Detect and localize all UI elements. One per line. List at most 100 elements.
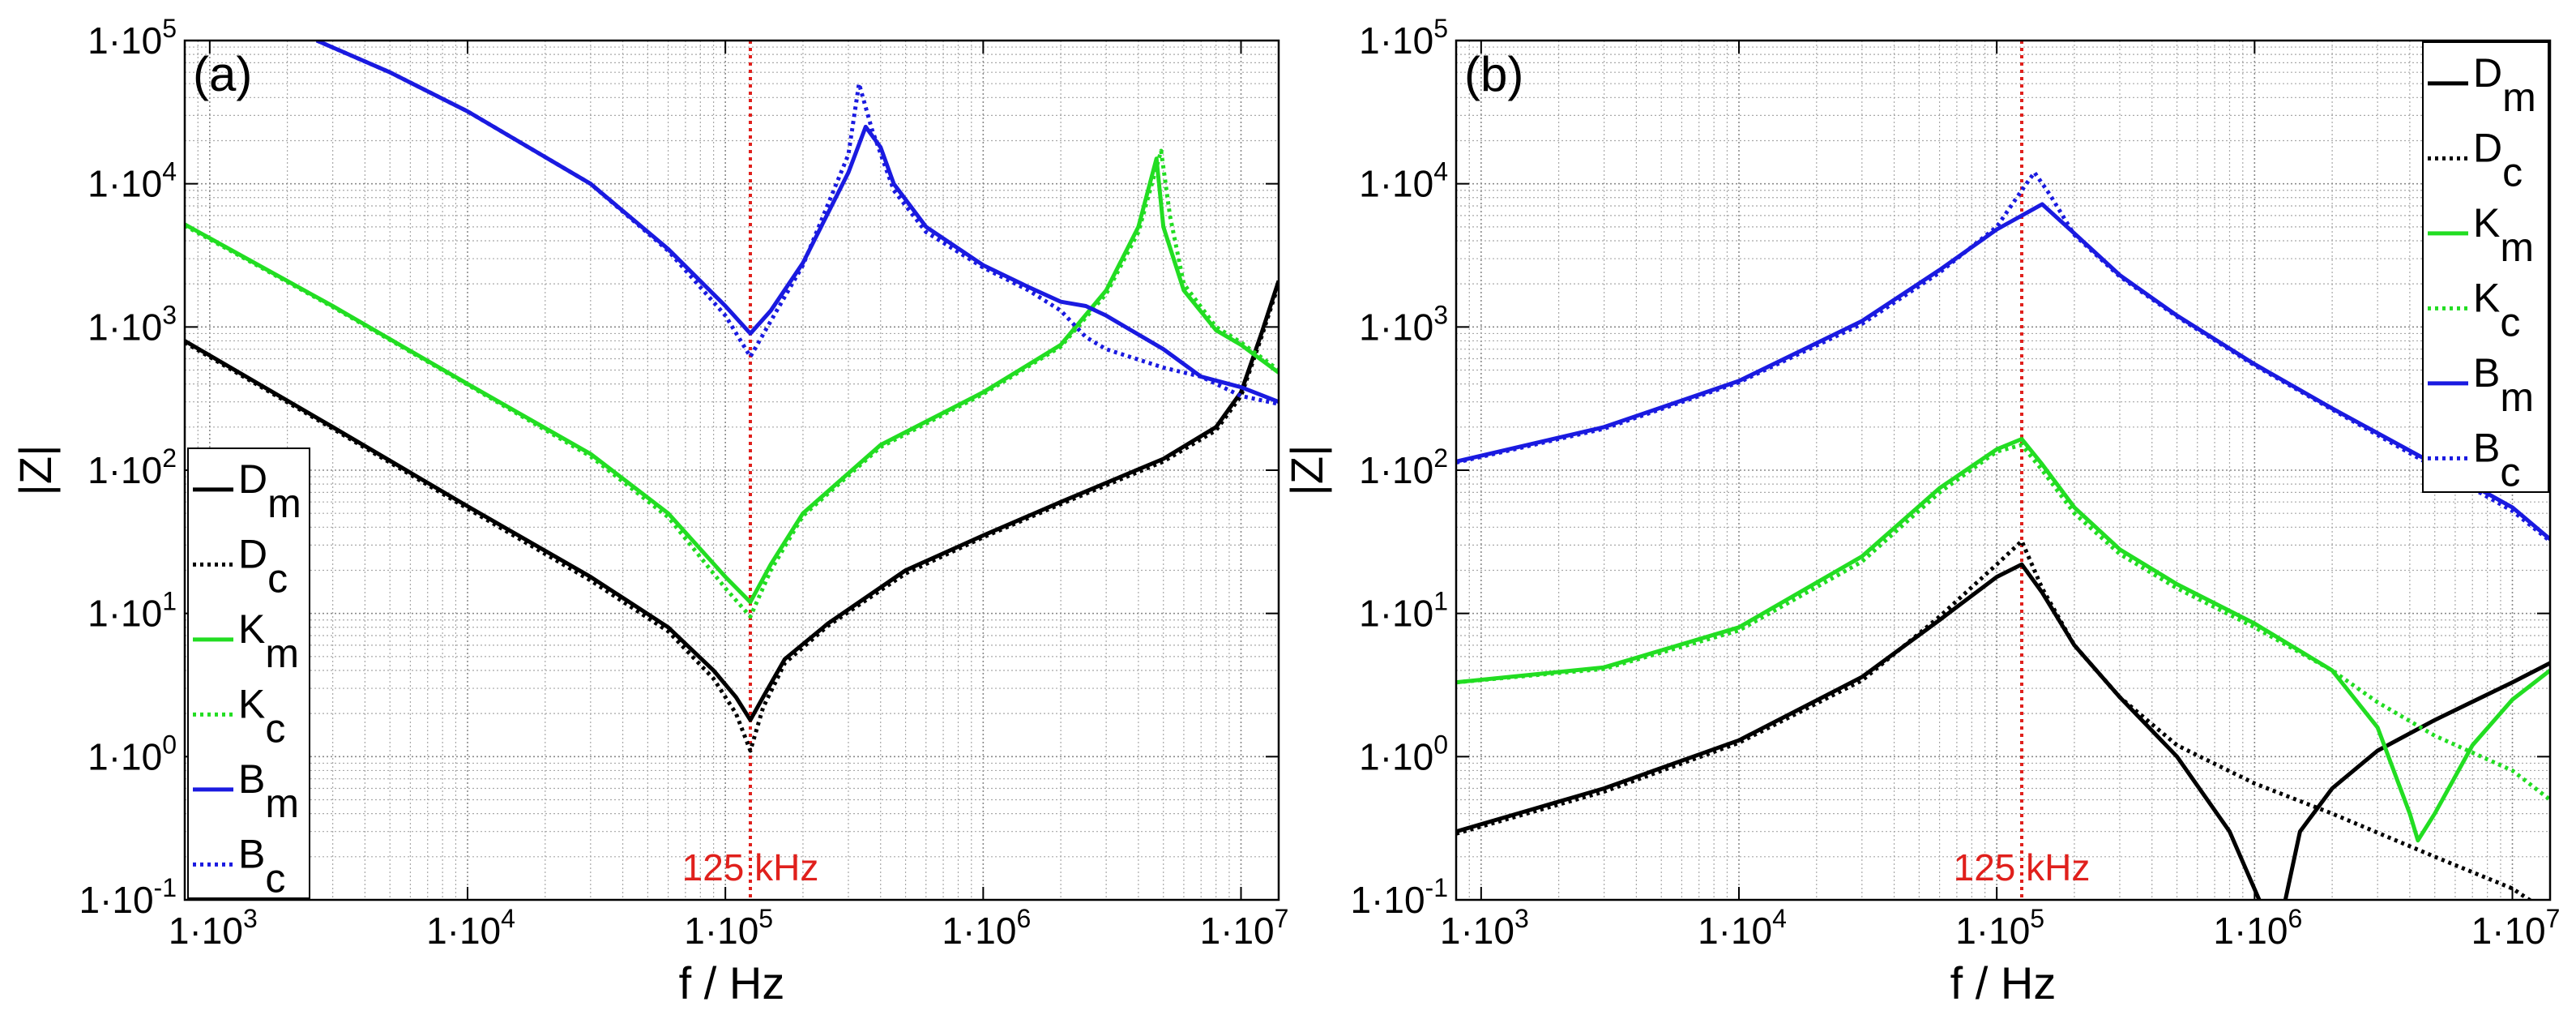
x-tick-label: 1·106	[942, 904, 1031, 952]
x-axis-label: f / Hz	[679, 957, 785, 1008]
legend-subscript: m	[2500, 375, 2534, 420]
y-tick-mantissa: 1·10	[88, 306, 162, 348]
series-km-line	[1456, 437, 2550, 843]
x-tick-label: 1·107	[1200, 904, 1289, 952]
series-dc-line	[1456, 538, 2533, 900]
y-tick-exponent: -1	[154, 873, 177, 902]
chart-panel-a: 1·103 1·104 1·105 1·106 1·1071·10-11·1001·10…	[10, 14, 1288, 1008]
legend-label-km: Km	[2473, 200, 2534, 270]
x-tick-exponent: 6	[1016, 904, 1031, 933]
y-tick-exponent: 3	[1433, 300, 1448, 329]
panel-label: (a)	[193, 47, 252, 101]
x-tick-exponent: 5	[2030, 904, 2044, 933]
y-tick-mantissa: 1·10	[1359, 19, 1433, 62]
x-tick-mantissa: 1·10	[2213, 910, 2288, 952]
y-tick-mantissa: 1·10	[79, 879, 153, 921]
y-tick-label: 1·10-1	[79, 873, 177, 921]
y-tick-exponent: 5	[1433, 14, 1448, 43]
legend-subscript: c	[2502, 149, 2523, 195]
y-tick-exponent: 3	[162, 300, 177, 329]
x-tick-label: 1·104	[1698, 904, 1787, 952]
y-tick-mantissa: 1·10	[1359, 306, 1433, 348]
y-tick-label: 1·104	[1359, 157, 1448, 205]
y-tick-label: 1·104	[88, 157, 177, 205]
legend-name: D	[2473, 50, 2502, 96]
series-bc-line	[1456, 170, 2550, 543]
legend-label-bc: Bc	[238, 831, 285, 901]
y-tick-exponent: 1	[162, 587, 177, 616]
x-tick-exponent: 7	[1275, 904, 1289, 933]
y-tick-mantissa: 1·10	[88, 593, 162, 635]
legend-label-bm: Bm	[238, 756, 299, 826]
series-bm-line	[1456, 202, 2550, 542]
legend-subscript: m	[267, 481, 301, 526]
y-tick-label: 1·105	[88, 14, 177, 62]
x-tick-mantissa: 1·10	[169, 910, 243, 952]
y-tick-exponent: 0	[162, 730, 177, 759]
x-tick-label: 1·104	[426, 904, 515, 952]
legend-subscript: c	[2500, 299, 2520, 345]
grid	[1456, 41, 2550, 900]
series-bm-line	[315, 41, 1279, 405]
x-tick-exponent: 4	[1772, 904, 1787, 933]
legend-subscript: m	[265, 781, 299, 826]
y-tick-mantissa: 1·10	[1359, 735, 1433, 777]
legend-label-bc: Bc	[2473, 425, 2520, 495]
x-tick-label: 1·105	[1955, 904, 2044, 952]
x-tick-mantissa: 1·10	[1955, 910, 2030, 952]
y-tick-exponent: 2	[162, 443, 177, 473]
y-tick-exponent: -1	[1425, 873, 1448, 902]
x-tick-exponent: 6	[2288, 904, 2302, 933]
legend-subscript: c	[2500, 449, 2520, 495]
y-tick-label: 1·105	[1359, 14, 1448, 62]
legend-name: K	[2473, 275, 2500, 320]
legend-label-dc: Dc	[2473, 125, 2523, 195]
y-tick-label: 1·101	[1359, 587, 1448, 635]
x-tick-label: 1·106	[2213, 904, 2302, 952]
legend-subscript: m	[2500, 225, 2534, 270]
series-dc-line	[185, 283, 1279, 753]
x-tick-mantissa: 1·10	[426, 910, 501, 952]
x-tick-label: 1·103	[169, 904, 258, 952]
legend-label-dc: Dc	[238, 531, 288, 601]
y-tick-label: 1·103	[88, 300, 177, 348]
y-tick-exponent: 2	[1433, 443, 1448, 473]
x-tick-mantissa: 1·10	[1698, 910, 1772, 952]
y-tick-label: 1·102	[1359, 443, 1448, 491]
x-tick-exponent: 3	[1514, 904, 1529, 933]
x-tick-exponent: 3	[243, 904, 258, 933]
y-tick-exponent: 1	[1433, 587, 1448, 616]
y-tick-label: 1·102	[88, 443, 177, 491]
x-tick-mantissa: 1·10	[1440, 910, 1514, 952]
legend-subscript: c	[265, 705, 285, 751]
panel-label: (b)	[1464, 47, 1523, 101]
y-tick-mantissa: 1·10	[88, 19, 162, 62]
legend-subscript: c	[265, 855, 285, 901]
y-tick-label: 1·103	[1359, 300, 1448, 348]
y-tick-mantissa: 1·10	[88, 449, 162, 491]
legend-name: K	[2473, 200, 2500, 246]
series-kc-line	[1456, 443, 2550, 802]
legend-label-kc: Kc	[238, 681, 285, 751]
legend-name: D	[238, 531, 267, 576]
x-tick-label: 1·105	[684, 904, 773, 952]
y-tick-exponent: 5	[162, 14, 177, 43]
series-bc-line	[315, 41, 1279, 406]
y-tick-mantissa: 1·10	[1359, 449, 1433, 491]
legend-label-dm: Dm	[238, 456, 301, 526]
x-axis-label: f / Hz	[1950, 957, 2057, 1008]
y-tick-label: 1·100	[1359, 730, 1448, 777]
y-tick-exponent: 4	[1433, 157, 1448, 186]
y-axis-label: |Z|	[10, 444, 61, 495]
x-tick-mantissa: 1·10	[684, 910, 758, 952]
legend-label-dm: Dm	[2473, 50, 2536, 120]
x-tick-exponent: 5	[758, 904, 773, 933]
legend-name: D	[238, 456, 267, 502]
y-tick-exponent: 4	[162, 157, 177, 186]
marker-label: 125 kHz	[682, 846, 819, 889]
y-tick-label: 1·101	[88, 587, 177, 635]
legend-label-bm: Bm	[2473, 350, 2534, 420]
x-tick-label: 1·103	[1440, 904, 1529, 952]
y-axis-label: |Z|	[1281, 444, 1332, 495]
